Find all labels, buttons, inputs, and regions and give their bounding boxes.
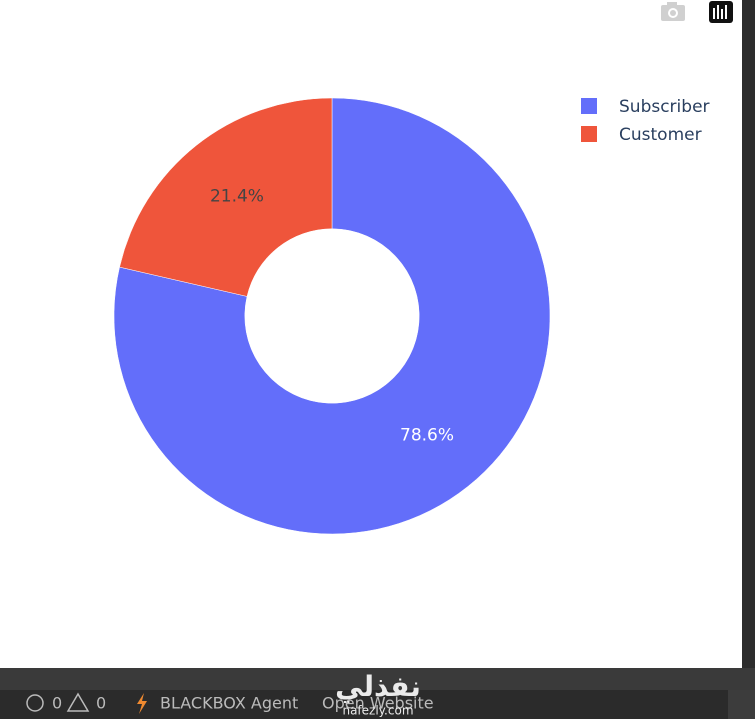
slice-label: 78.6% [400,425,454,445]
bolt-icon [137,693,147,714]
status-items: 0 0 BLACKBOX Agent Open Website [26,690,755,719]
panel-border [0,668,755,690]
side-strip [742,0,755,690]
donut-slice [119,97,333,297]
slice-label: 21.4% [210,187,264,207]
legend-label: Subscriber [619,97,710,117]
camera-icon[interactable] [661,2,685,21]
legend-swatch [581,126,597,142]
warning-icon [66,692,90,712]
error-count[interactable]: 0 [52,694,62,713]
watermark-arabic: نفذلي [335,670,421,703]
error-icon [26,694,44,712]
open-website-link[interactable]: Open Website [322,694,434,713]
legend-swatch [581,98,597,114]
watermark-latin: nafezly.com [342,704,413,718]
agent-button[interactable]: BLACKBOX Agent [160,694,298,713]
donut-chart: 78.6% 21.4% [113,97,551,535]
legend-label: Customer [619,125,702,145]
plotly-logo[interactable] [709,1,733,23]
status-bar [0,690,755,719]
corner-button[interactable] [728,690,755,719]
legend: Subscriber Customer [581,97,710,145]
donut-slice [113,97,551,535]
warning-count[interactable]: 0 [96,694,106,713]
watermark: نفذلي nafezly.com [335,670,421,718]
